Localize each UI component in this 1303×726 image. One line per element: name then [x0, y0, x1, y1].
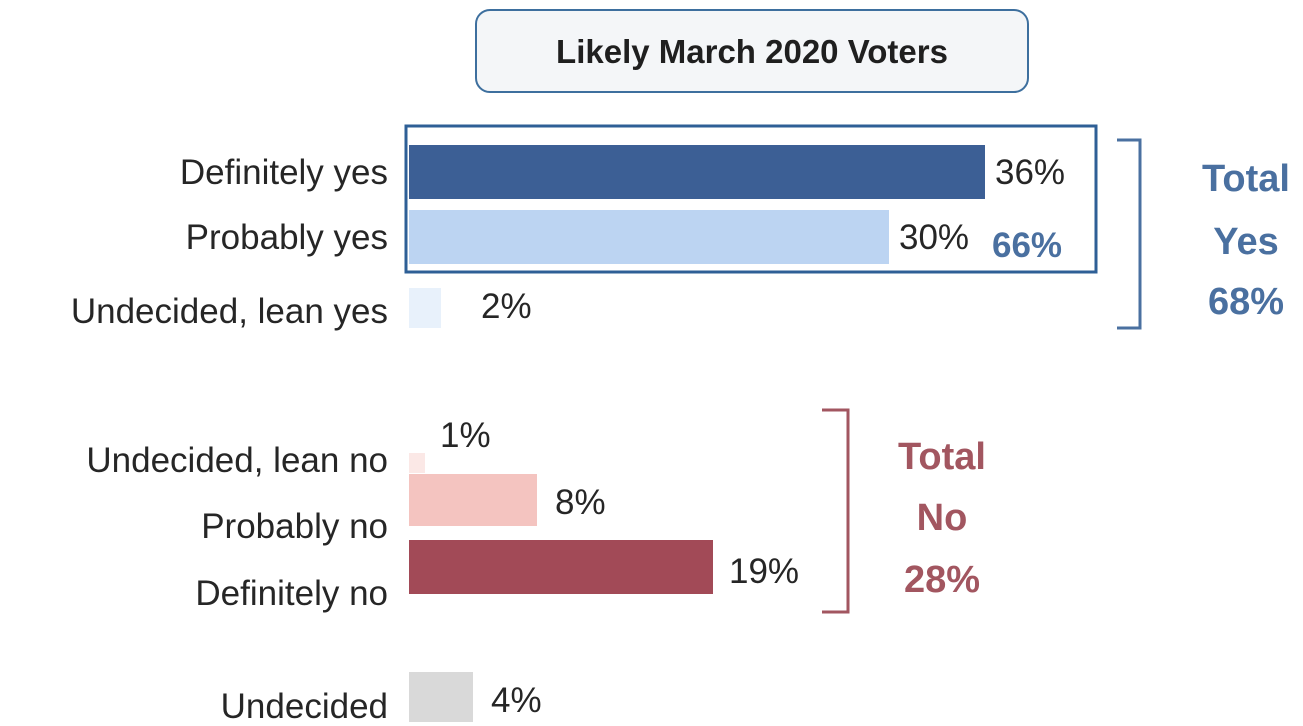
- value-label-0: 36%: [995, 153, 1065, 192]
- value-label-5: 19%: [729, 552, 799, 591]
- title-box: [475, 9, 1029, 93]
- bar-5: [409, 540, 713, 594]
- category-label-2: Undecided, lean yes: [71, 292, 388, 331]
- bar-4: [409, 474, 537, 526]
- total-yes-line-3: 68%: [1208, 281, 1284, 323]
- total-yes-line-1: Total: [1202, 158, 1290, 200]
- total-no-line-3: 28%: [904, 559, 980, 601]
- yes-subtotal-label: 66%: [992, 226, 1062, 265]
- total-yes-line-2: Yes: [1213, 221, 1279, 263]
- bar-6: [409, 672, 473, 722]
- value-label-6: 4%: [491, 681, 542, 720]
- category-labels: Definitely yes Probably yes Undecided, lea…: [71, 153, 388, 726]
- category-label-6: Undecided: [221, 687, 388, 726]
- category-label-5: Definitely no: [195, 574, 388, 613]
- bars: [409, 145, 985, 722]
- chart-title: Likely March 2020 Voters: [556, 33, 948, 70]
- no-bracket: [822, 408, 850, 614]
- bar-3: [409, 453, 425, 473]
- bar-0: [409, 145, 985, 199]
- value-label-1: 30%: [899, 218, 969, 257]
- category-label-4: Probably no: [201, 507, 388, 546]
- yes-bracket: [1117, 138, 1142, 330]
- bar-1: [409, 210, 889, 264]
- bar-2: [409, 288, 441, 328]
- category-label-0: Definitely yes: [180, 153, 388, 192]
- value-label-4: 8%: [555, 483, 606, 522]
- total-no-line-1: Total: [898, 436, 986, 478]
- total-no-line-2: No: [917, 497, 968, 539]
- value-labels: 36% 30% 2% 1% 8% 19% 4%: [440, 153, 1065, 720]
- category-label-1: Probably yes: [186, 218, 388, 257]
- yes-highlight-box: [404, 124, 1098, 274]
- value-label-3: 1%: [440, 416, 491, 455]
- value-label-2: 2%: [481, 287, 532, 326]
- category-label-3: Undecided, lean no: [86, 441, 388, 480]
